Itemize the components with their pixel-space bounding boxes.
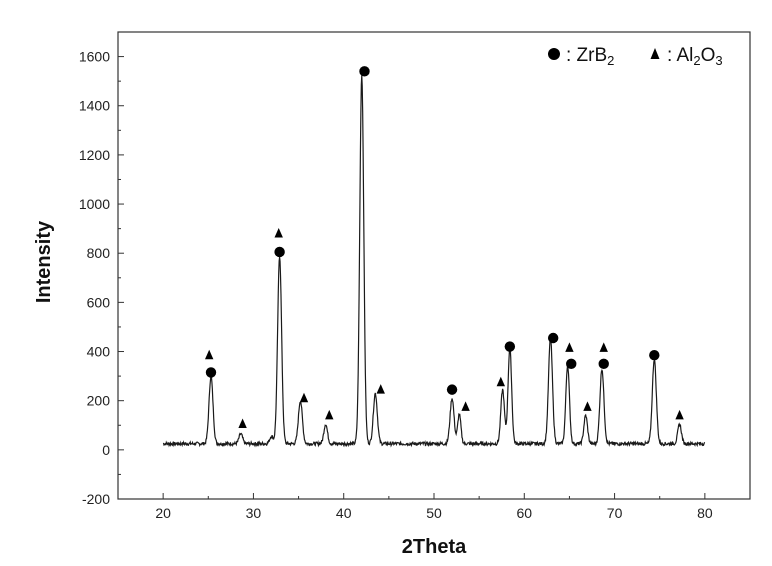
y-tick-label: 1000: [79, 196, 110, 212]
y-tick-label: 1200: [79, 147, 110, 163]
zrb2-marker: [205, 367, 217, 378]
x-tick-label: 40: [336, 505, 352, 521]
y-tick-label: 800: [87, 245, 111, 261]
legend-triangle-icon: [650, 48, 660, 59]
y-axis: -200 0 200 400 600 800 1000 1200 1400 1600: [79, 49, 124, 507]
x-tick-label: 70: [607, 505, 623, 521]
x-tick-label: 80: [697, 505, 713, 521]
x-tick-label: 50: [426, 505, 442, 521]
al2o3-marker: [496, 376, 506, 387]
peak-markers: [204, 66, 684, 429]
al2o3-marker: [675, 409, 684, 420]
legend-label-zrb2: : ZrB2: [566, 45, 614, 68]
y-tick-label: 0: [102, 442, 110, 458]
legend-label-al2o3: : Al2O3: [667, 45, 723, 68]
zrb2-marker: [547, 332, 559, 344]
al2o3-marker: [583, 401, 592, 411]
zrb2-marker: [566, 358, 577, 370]
zrb2-marker: [649, 350, 660, 361]
zrb2-marker: [359, 66, 370, 77]
y-tick-label: 1600: [79, 49, 110, 65]
x-tick-label: 60: [516, 505, 532, 521]
x-axis: 20 30 40 50 60 70 80: [155, 493, 713, 521]
al2o3-marker: [204, 349, 214, 360]
y-tick-label: 1400: [79, 98, 110, 114]
al2o3-marker: [274, 228, 283, 238]
plot-frame: [117, 31, 751, 500]
x-tick-label: 20: [155, 505, 171, 521]
y-tick-label: 400: [87, 344, 111, 360]
x-axis-title: 2Theta: [402, 536, 467, 558]
zrb2-marker: [274, 246, 285, 258]
intensity-trace: [162, 75, 706, 448]
legend: : ZrB2 : Al2O3: [548, 45, 723, 68]
zrb2-marker: [504, 341, 516, 352]
zrb2-marker: [598, 358, 609, 370]
y-tick-label: 600: [87, 294, 111, 310]
al2o3-marker: [325, 409, 334, 420]
al2o3-marker: [565, 342, 574, 352]
y-tick-label: 200: [87, 393, 111, 409]
y-tick-label: -200: [82, 491, 110, 507]
y-axis-title: Intensity: [33, 220, 55, 303]
al2o3-marker: [299, 392, 309, 403]
al2o3-marker: [238, 418, 247, 429]
al2o3-marker: [461, 401, 470, 411]
legend-circle-icon: [548, 48, 560, 60]
x-tick-label: 30: [246, 505, 262, 521]
al2o3-marker: [599, 342, 608, 352]
al2o3-marker: [376, 384, 385, 394]
zrb2-marker: [446, 384, 458, 395]
